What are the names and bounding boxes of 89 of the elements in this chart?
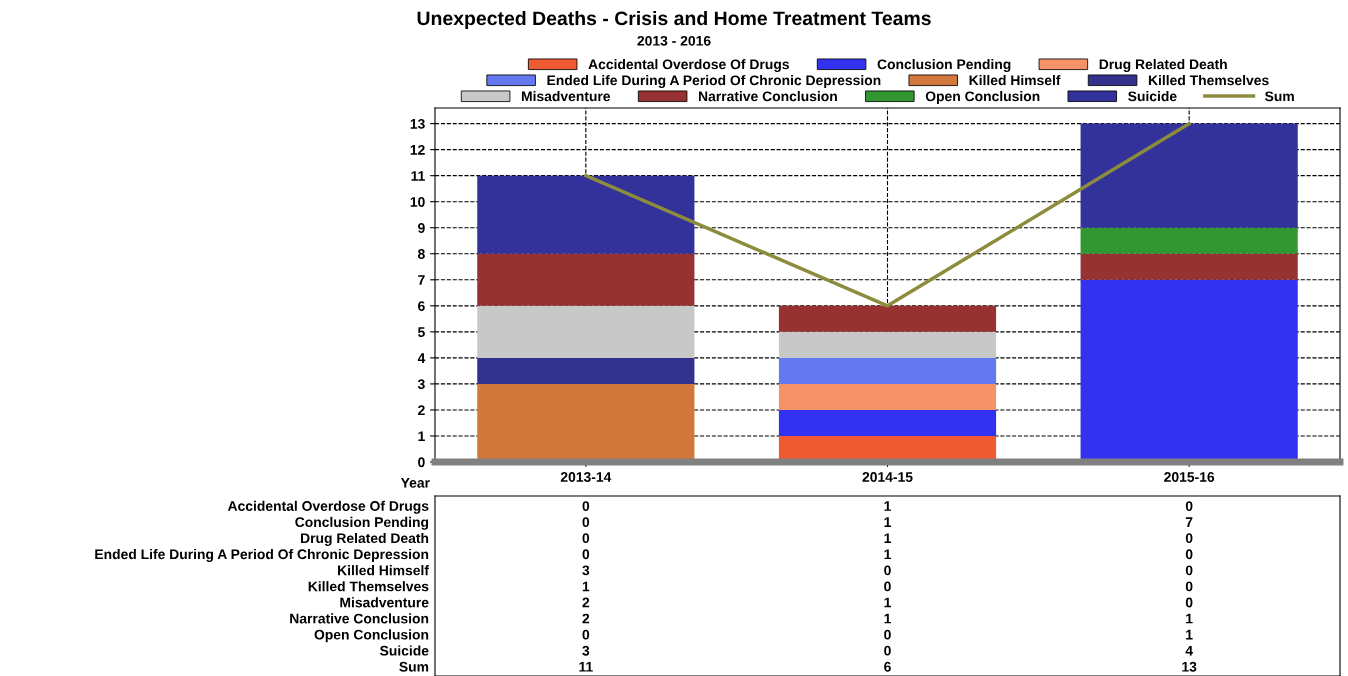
bar [1080,123,1298,228]
text: Accidental Overdose Of Drugs [227,500,429,514]
data-label: 0 [582,517,590,528]
text: Narrative Conclusion [290,613,429,624]
bar [477,253,695,306]
x-axis-title: Year [400,478,430,488]
data-label: 0 [884,581,891,592]
bar [477,383,695,462]
bar [778,305,997,332]
data-label: 1 [884,549,891,560]
legend-label: Conclusion Pending [877,59,1011,73]
data-label: 0 [1185,581,1193,592]
data-label: 3 [582,645,590,656]
text: Open Conclusion [314,629,429,643]
data-label: 7 [1185,517,1193,527]
y-tick-label: 13 [410,118,425,129]
data-label: 1 [884,533,891,543]
data-label: 6 [884,661,891,672]
text: Sum [399,661,429,672]
data-label: 0 [884,645,891,656]
legend-label: Narrative Conclusion [698,91,837,102]
legend-label: Accidental Overdose Of Drugs [588,59,789,73]
y-tick-label: 0 [418,457,425,468]
data-label: 13 [1182,661,1197,672]
data-label: 2 [582,613,590,624]
y-tick-label: 10 [410,197,425,207]
legend-label: Suicide [1128,91,1177,102]
y-tick-label: 2 [418,405,425,415]
bar [778,357,997,384]
data-label: 1 [884,517,891,527]
data-label: 0 [1185,501,1193,511]
bar [1080,279,1298,462]
bar [778,409,997,436]
data-label: 2 [582,597,590,608]
y-tick-label: 6 [418,301,425,311]
data-label: 1 [884,501,891,511]
data-label: 0 [1185,533,1193,544]
data-label: 0 [884,629,891,640]
data-label: 1 [1186,629,1193,640]
data-label: 0 [1185,597,1193,608]
legend-label: Sum [1265,91,1294,102]
data-label: 1 [582,581,590,592]
data-label: 0 [582,549,590,560]
y-tick-label: 3 [417,379,425,390]
y-tick-label: 1 [418,431,425,441]
x-tick-label: 2013-14 [560,472,612,482]
data-label: 0 [582,501,590,511]
data-label: 0 [1185,565,1193,576]
data-label: 1 [884,613,891,624]
data-label: 0 [582,629,590,640]
y-tick-label: 5 [417,327,425,338]
data-label: 11 [579,662,593,672]
legend-label: Misadventure [521,91,611,102]
y-tick-label: 7 [418,275,425,285]
bar [1080,253,1298,280]
y-tick-label: 9 [418,223,425,233]
data-label: 1 [1186,613,1193,624]
bar [477,357,695,384]
text: Drug Related Death [301,532,429,546]
data-label: 1 [884,597,891,608]
chart-subtitle: 2013 - 2016 [637,35,711,46]
bar [1080,227,1298,254]
text: Conclusion Pending [295,516,429,530]
text: Killed Themselves [308,581,429,592]
x-tick-label: 2014-15 [862,472,913,482]
text: Suicide [379,645,429,656]
text: Killed Himself [338,565,429,576]
text: Ended Life During A Period Of Chronic Depression [95,548,429,562]
bar [477,305,695,358]
legend-label: Open Conclusion [925,91,1040,104]
data-label: 3 [582,565,590,576]
bar [778,331,997,358]
legend-label: Killed Himself [969,75,1061,86]
legend-label: Ended Life During A Period Of Chronic Depression [547,75,881,89]
legend-label: Killed Themselves [1148,75,1269,86]
y-tick-label: 11 [411,171,425,181]
text: Misadventure [340,597,429,608]
data-label: 0 [884,565,891,576]
data-label: 0 [582,533,590,544]
data-label: 0 [1185,549,1193,560]
y-tick-label: 12 [410,144,425,155]
bar [477,175,695,254]
legend-label: Drug Related Death [1099,59,1227,73]
bar [778,383,997,410]
y-tick-label: 8 [417,249,425,259]
x-tick-label: 2015-16 [1164,472,1215,482]
chart-title: Unexpected Deaths - Crisis and Home Treatment Teams [417,10,931,30]
y-tick-label: 4 [417,353,426,363]
data-label: 4 [1185,645,1193,656]
